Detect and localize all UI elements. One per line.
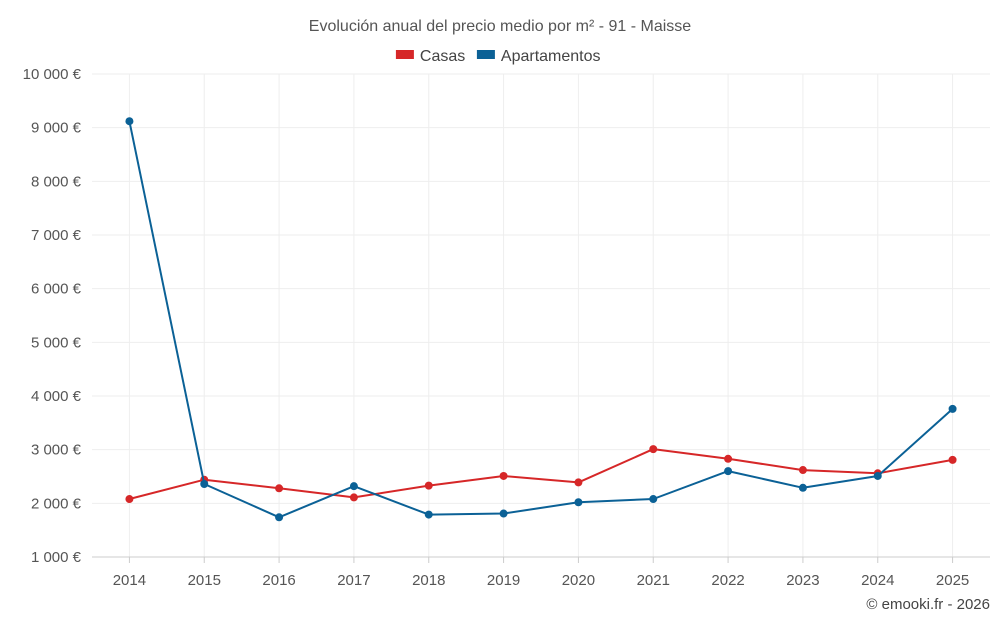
x-tick-label: 2018 xyxy=(412,572,445,589)
legend-item-apartamentos[interactable]: Apartamentos xyxy=(476,48,601,65)
data-point-casas[interactable] xyxy=(948,455,957,464)
x-tick-label: 2023 xyxy=(786,572,819,589)
data-point-apartamentos[interactable] xyxy=(349,482,358,491)
data-point-casas[interactable] xyxy=(275,484,284,493)
x-tick-label: 2014 xyxy=(113,572,146,589)
y-tick-label: 6 000 € xyxy=(31,281,82,298)
x-tick-label: 2019 xyxy=(487,572,520,589)
legend: Casas Apartamentos xyxy=(395,48,601,65)
data-point-apartamentos[interactable] xyxy=(873,471,882,480)
y-axis: 1 000 € 2 000 € 3 000 € 4 000 € 5 000 € 6 000… xyxy=(23,66,82,566)
data-point-apartamentos[interactable] xyxy=(499,509,508,518)
grid xyxy=(92,73,990,558)
x-axis: 2014 2015 2016 2017 2018 2019 2020 2021 2022 2023… xyxy=(92,556,990,589)
y-tick-label: 5 000 € xyxy=(31,334,82,351)
x-tick-label: 2022 xyxy=(711,572,744,589)
y-tick-label: 8 000 € xyxy=(31,173,82,190)
legend-swatch xyxy=(395,50,414,59)
data-point-apartamentos[interactable] xyxy=(948,404,957,413)
series-apartamentos xyxy=(125,117,957,522)
y-tick-label: 9 000 € xyxy=(31,120,82,137)
y-tick-label: 1 000 € xyxy=(31,549,82,566)
data-point-apartamentos[interactable] xyxy=(574,498,583,507)
y-tick-label: 7 000 € xyxy=(31,227,82,244)
data-point-casas[interactable] xyxy=(125,495,134,504)
data-point-casas[interactable] xyxy=(724,454,733,463)
x-tick-label: 2015 xyxy=(188,572,221,589)
y-tick-label: 3 000 € xyxy=(31,442,82,459)
data-point-casas[interactable] xyxy=(798,466,807,475)
data-point-casas[interactable] xyxy=(649,445,658,454)
credit-text: © emooki.fr - 2026 xyxy=(866,596,990,613)
legend-label: Apartamentos xyxy=(501,48,601,65)
data-point-apartamentos[interactable] xyxy=(275,513,284,522)
data-point-apartamentos[interactable] xyxy=(125,117,134,126)
x-tick-label: 2025 xyxy=(936,572,969,589)
legend-item-casas[interactable]: Casas xyxy=(395,48,465,65)
data-point-apartamentos[interactable] xyxy=(724,467,733,476)
series-group xyxy=(125,117,957,522)
data-point-apartamentos[interactable] xyxy=(798,483,807,492)
y-tick-label: 2 000 € xyxy=(31,495,82,512)
legend-label: Casas xyxy=(420,48,465,65)
series-line-casas xyxy=(129,448,953,500)
y-tick-label: 10 000 € xyxy=(23,66,82,83)
data-point-apartamentos[interactable] xyxy=(649,495,658,504)
data-point-apartamentos[interactable] xyxy=(200,480,209,489)
legend-swatch xyxy=(476,50,495,59)
x-tick-label: 2024 xyxy=(861,572,894,589)
data-point-apartamentos[interactable] xyxy=(424,510,433,519)
data-point-casas[interactable] xyxy=(424,481,433,490)
data-point-casas[interactable] xyxy=(499,471,508,480)
series-line-apartamentos xyxy=(128,120,954,519)
data-point-casas[interactable] xyxy=(574,478,583,487)
data-point-casas[interactable] xyxy=(349,493,358,502)
x-tick-label: 2020 xyxy=(562,572,595,589)
x-tick-label: 2016 xyxy=(262,572,295,589)
x-tick-label: 2017 xyxy=(337,572,370,589)
series-casas xyxy=(125,445,957,504)
y-tick-label: 4 000 € xyxy=(31,388,82,405)
x-tick-label: 2021 xyxy=(637,572,670,589)
chart-title: Evolución anual del precio medio por m² … xyxy=(309,18,692,35)
